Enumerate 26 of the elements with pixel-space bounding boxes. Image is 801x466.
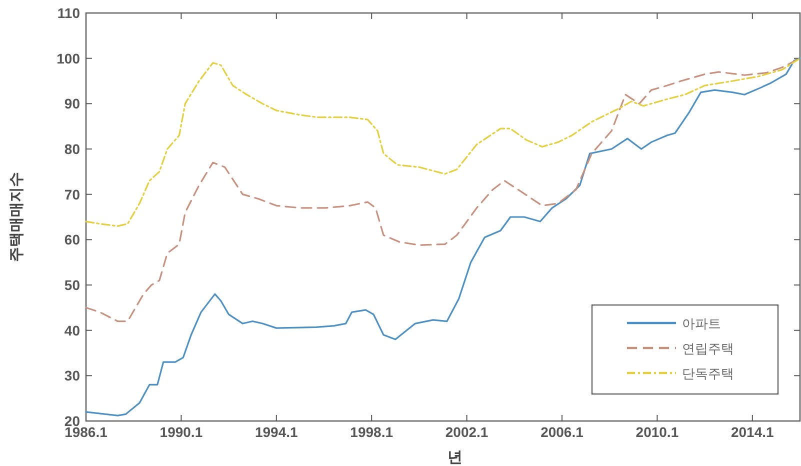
x-tick-label: 2006.1 — [540, 424, 584, 440]
legend-label: 단독주택 — [682, 366, 734, 381]
x-tick-label: 1990.1 — [160, 424, 203, 440]
x-tick-label: 1998.1 — [350, 424, 394, 440]
y-tick-label: 60 — [64, 232, 80, 248]
line-series — [85, 58, 801, 227]
y-tick-label: 70 — [64, 186, 80, 202]
y-tick-label: 80 — [64, 141, 80, 157]
legend-item: 단독주택 — [627, 366, 734, 381]
x-axis-title: 년 — [448, 449, 462, 466]
y-tick-label: 40 — [64, 322, 80, 338]
y-tick-label: 110 — [57, 5, 80, 21]
legend-label: 연립주택 — [682, 341, 734, 356]
y-tick-label: 100 — [56, 50, 80, 66]
x-tick-label: 2014.1 — [730, 424, 774, 440]
line-series — [85, 58, 801, 416]
x-tick-label: 1994.1 — [254, 424, 298, 440]
x-tick-label: 2010.1 — [636, 424, 679, 440]
y-tick-label: 30 — [64, 368, 80, 384]
y-tick-label: 50 — [64, 277, 80, 293]
legend-item: 아파트 — [627, 316, 721, 331]
legend-item: 연립주택 — [627, 341, 734, 356]
x-tick-label: 2002.1 — [445, 424, 488, 440]
legend-label: 아파트 — [682, 316, 721, 331]
y-axis-title: 주택매매지수 — [8, 172, 25, 262]
y-tick-label: 90 — [64, 96, 80, 112]
